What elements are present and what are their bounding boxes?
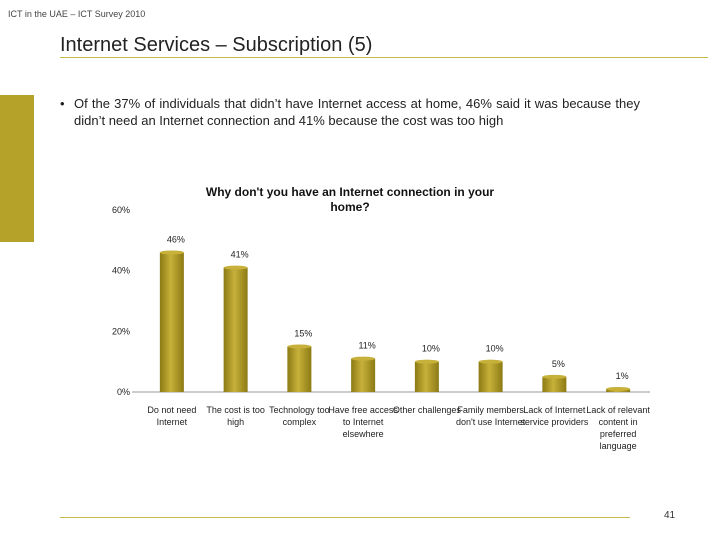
title-divider: [60, 57, 708, 58]
bar: [414, 361, 439, 392]
data-label: 41%: [231, 250, 249, 260]
category-label: Technology too complex: [269, 405, 330, 427]
bar-cap: [542, 374, 567, 379]
category-label: Family members don't use Internet: [455, 405, 526, 427]
y-tick-label: 40%: [112, 266, 130, 276]
bar: [287, 346, 312, 392]
data-label: 5%: [552, 359, 565, 369]
y-tick-label: 0%: [117, 387, 130, 397]
data-label: 1%: [616, 371, 629, 381]
category-label: Have free access to Internet elsewhere: [328, 405, 398, 439]
bar-cap: [159, 250, 184, 255]
bar: [159, 252, 184, 392]
category-label: The cost is too high: [206, 405, 265, 427]
bar-cap: [414, 359, 439, 364]
category-label: Lack of Internet service providers: [520, 405, 589, 427]
bullet-text: Of the 37% of individuals that didn’t ha…: [74, 96, 640, 128]
bar-cap: [606, 386, 631, 391]
page-number: 41: [664, 510, 676, 521]
data-label: 11%: [358, 341, 375, 351]
bar-cap: [478, 359, 503, 364]
bar: [223, 267, 248, 392]
bullet-point: • Of the 37% of individuals that didn’t …: [60, 95, 640, 129]
bar: [351, 358, 376, 392]
category-label: Lack of relevant content in preferred la…: [586, 405, 650, 451]
bar: [542, 376, 567, 392]
bar-cap: [223, 265, 248, 270]
category-label: Other challenges: [392, 405, 461, 415]
bullet-symbol: •: [60, 96, 65, 111]
data-label: 10%: [422, 344, 440, 354]
bar: [478, 361, 503, 392]
footer-divider: [60, 517, 630, 518]
y-tick-label: 60%: [112, 205, 130, 215]
data-label: 46%: [167, 234, 185, 244]
accent-bar: [0, 95, 34, 242]
data-label: 10%: [486, 344, 504, 354]
bar-cap: [287, 344, 312, 349]
y-tick-label: 20%: [112, 326, 130, 336]
bar-cap: [351, 356, 376, 361]
chart-title: Why don't you have an Internet connectio…: [205, 185, 495, 214]
data-label: 15%: [294, 329, 312, 339]
category-label: Do not need Internet: [147, 405, 197, 427]
page-title: Internet Services – Subscription (5): [60, 34, 373, 56]
header-caption: ICT in the UAE – ICT Survey 2010: [8, 9, 146, 19]
